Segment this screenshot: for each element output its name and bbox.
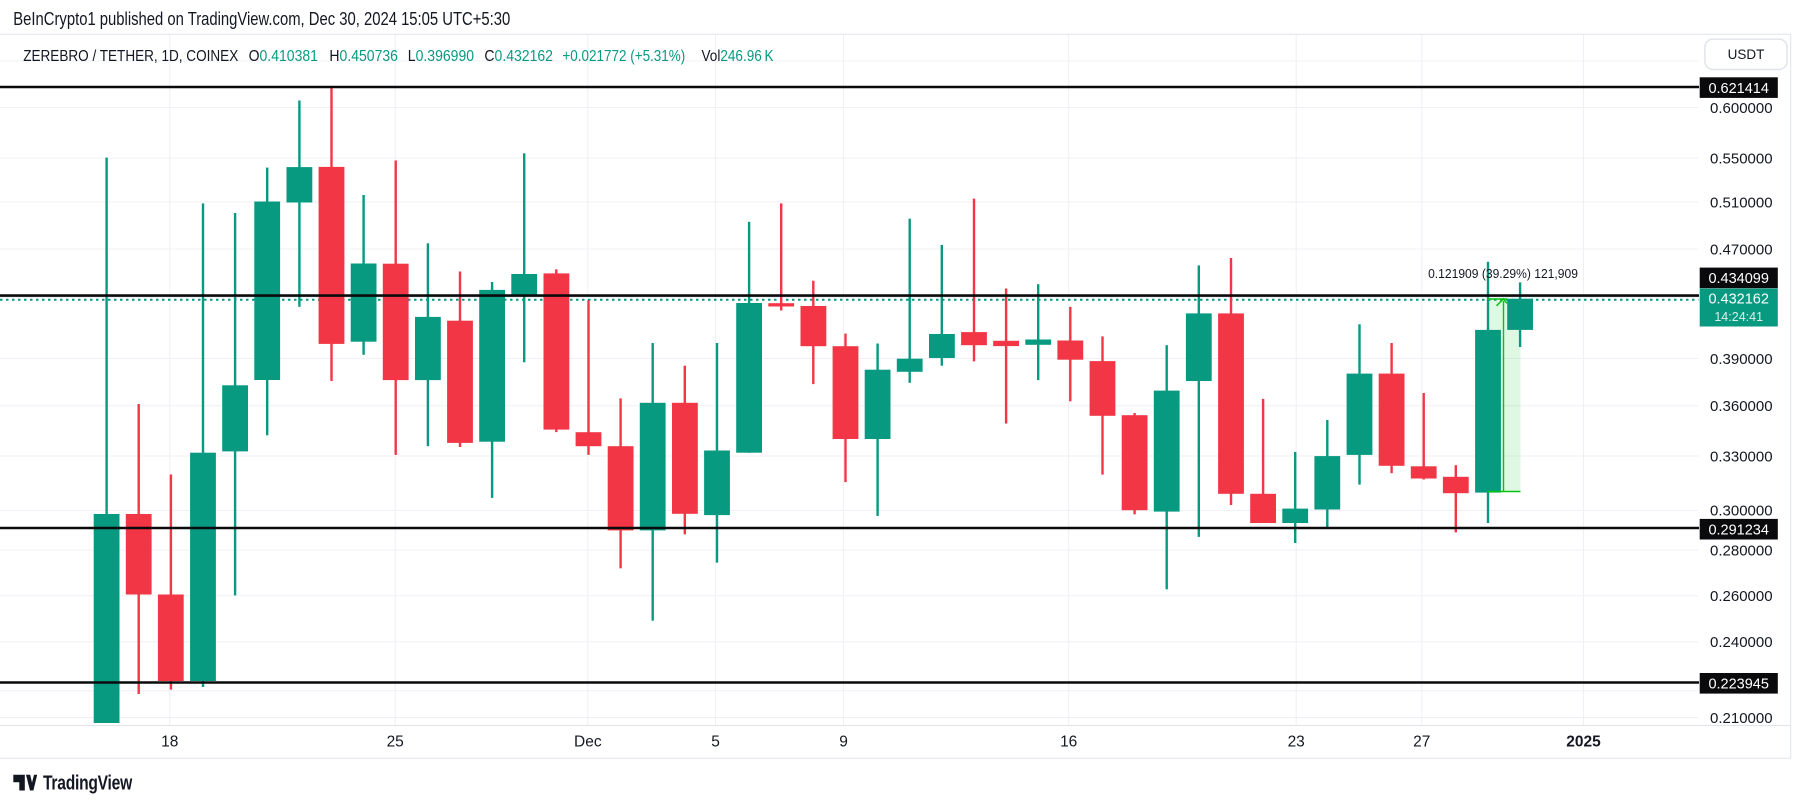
svg-text:0.223945: 0.223945 — [1708, 677, 1768, 693]
svg-text:0.600000: 0.600000 — [1710, 100, 1773, 117]
svg-text:0.621414: 0.621414 — [1708, 81, 1768, 97]
svg-text:O0.410381: O0.410381 — [249, 48, 318, 65]
svg-text:0.121909 (39.29%) 121,909: 0.121909 (39.29%) 121,909 — [1428, 267, 1578, 281]
svg-text:5: 5 — [711, 734, 720, 751]
svg-text:TradingView: TradingView — [43, 772, 132, 794]
svg-text:0.300000: 0.300000 — [1710, 503, 1773, 520]
svg-text:16: 16 — [1060, 734, 1077, 751]
svg-text:18: 18 — [161, 734, 178, 751]
svg-text:C0.432162: C0.432162 — [484, 48, 553, 65]
svg-text:23: 23 — [1288, 734, 1305, 751]
svg-text:2025: 2025 — [1566, 734, 1601, 751]
svg-text:0.432162: 0.432162 — [1708, 292, 1768, 308]
svg-text:BeInCrypto1 published on Tradi: BeInCrypto1 published on TradingView.com… — [13, 8, 510, 29]
svg-text:0.260000: 0.260000 — [1710, 588, 1773, 605]
svg-text:Dec: Dec — [574, 734, 602, 751]
svg-text:L0.396990: L0.396990 — [408, 48, 474, 65]
svg-text:0.390000: 0.390000 — [1710, 351, 1773, 368]
svg-text:9: 9 — [839, 734, 848, 751]
svg-text:0.510000: 0.510000 — [1710, 194, 1773, 211]
svg-text:0.240000: 0.240000 — [1710, 634, 1773, 651]
svg-text:+0.021772 (+5.31%): +0.021772 (+5.31%) — [562, 48, 685, 65]
svg-text:0.550000: 0.550000 — [1710, 150, 1773, 167]
svg-text:0.210000: 0.210000 — [1710, 710, 1773, 727]
svg-text:0.434099: 0.434099 — [1708, 271, 1768, 287]
svg-text:0.470000: 0.470000 — [1710, 241, 1773, 258]
svg-text:0.291234: 0.291234 — [1708, 522, 1768, 538]
svg-text:H0.450736: H0.450736 — [329, 48, 398, 65]
svg-text:25: 25 — [387, 734, 404, 751]
svg-text:Vol246.96 K: Vol246.96 K — [702, 48, 774, 65]
svg-text:14:24:41: 14:24:41 — [1714, 310, 1763, 324]
svg-text:0.360000: 0.360000 — [1710, 398, 1773, 415]
svg-text:USDT: USDT — [1728, 47, 1765, 62]
svg-text:27: 27 — [1413, 734, 1430, 751]
svg-text:0.330000: 0.330000 — [1710, 448, 1773, 465]
svg-text:0.280000: 0.280000 — [1710, 542, 1773, 559]
svg-text:ZEREBRO / TETHER, 1D, COINEX: ZEREBRO / TETHER, 1D, COINEX — [23, 48, 238, 65]
